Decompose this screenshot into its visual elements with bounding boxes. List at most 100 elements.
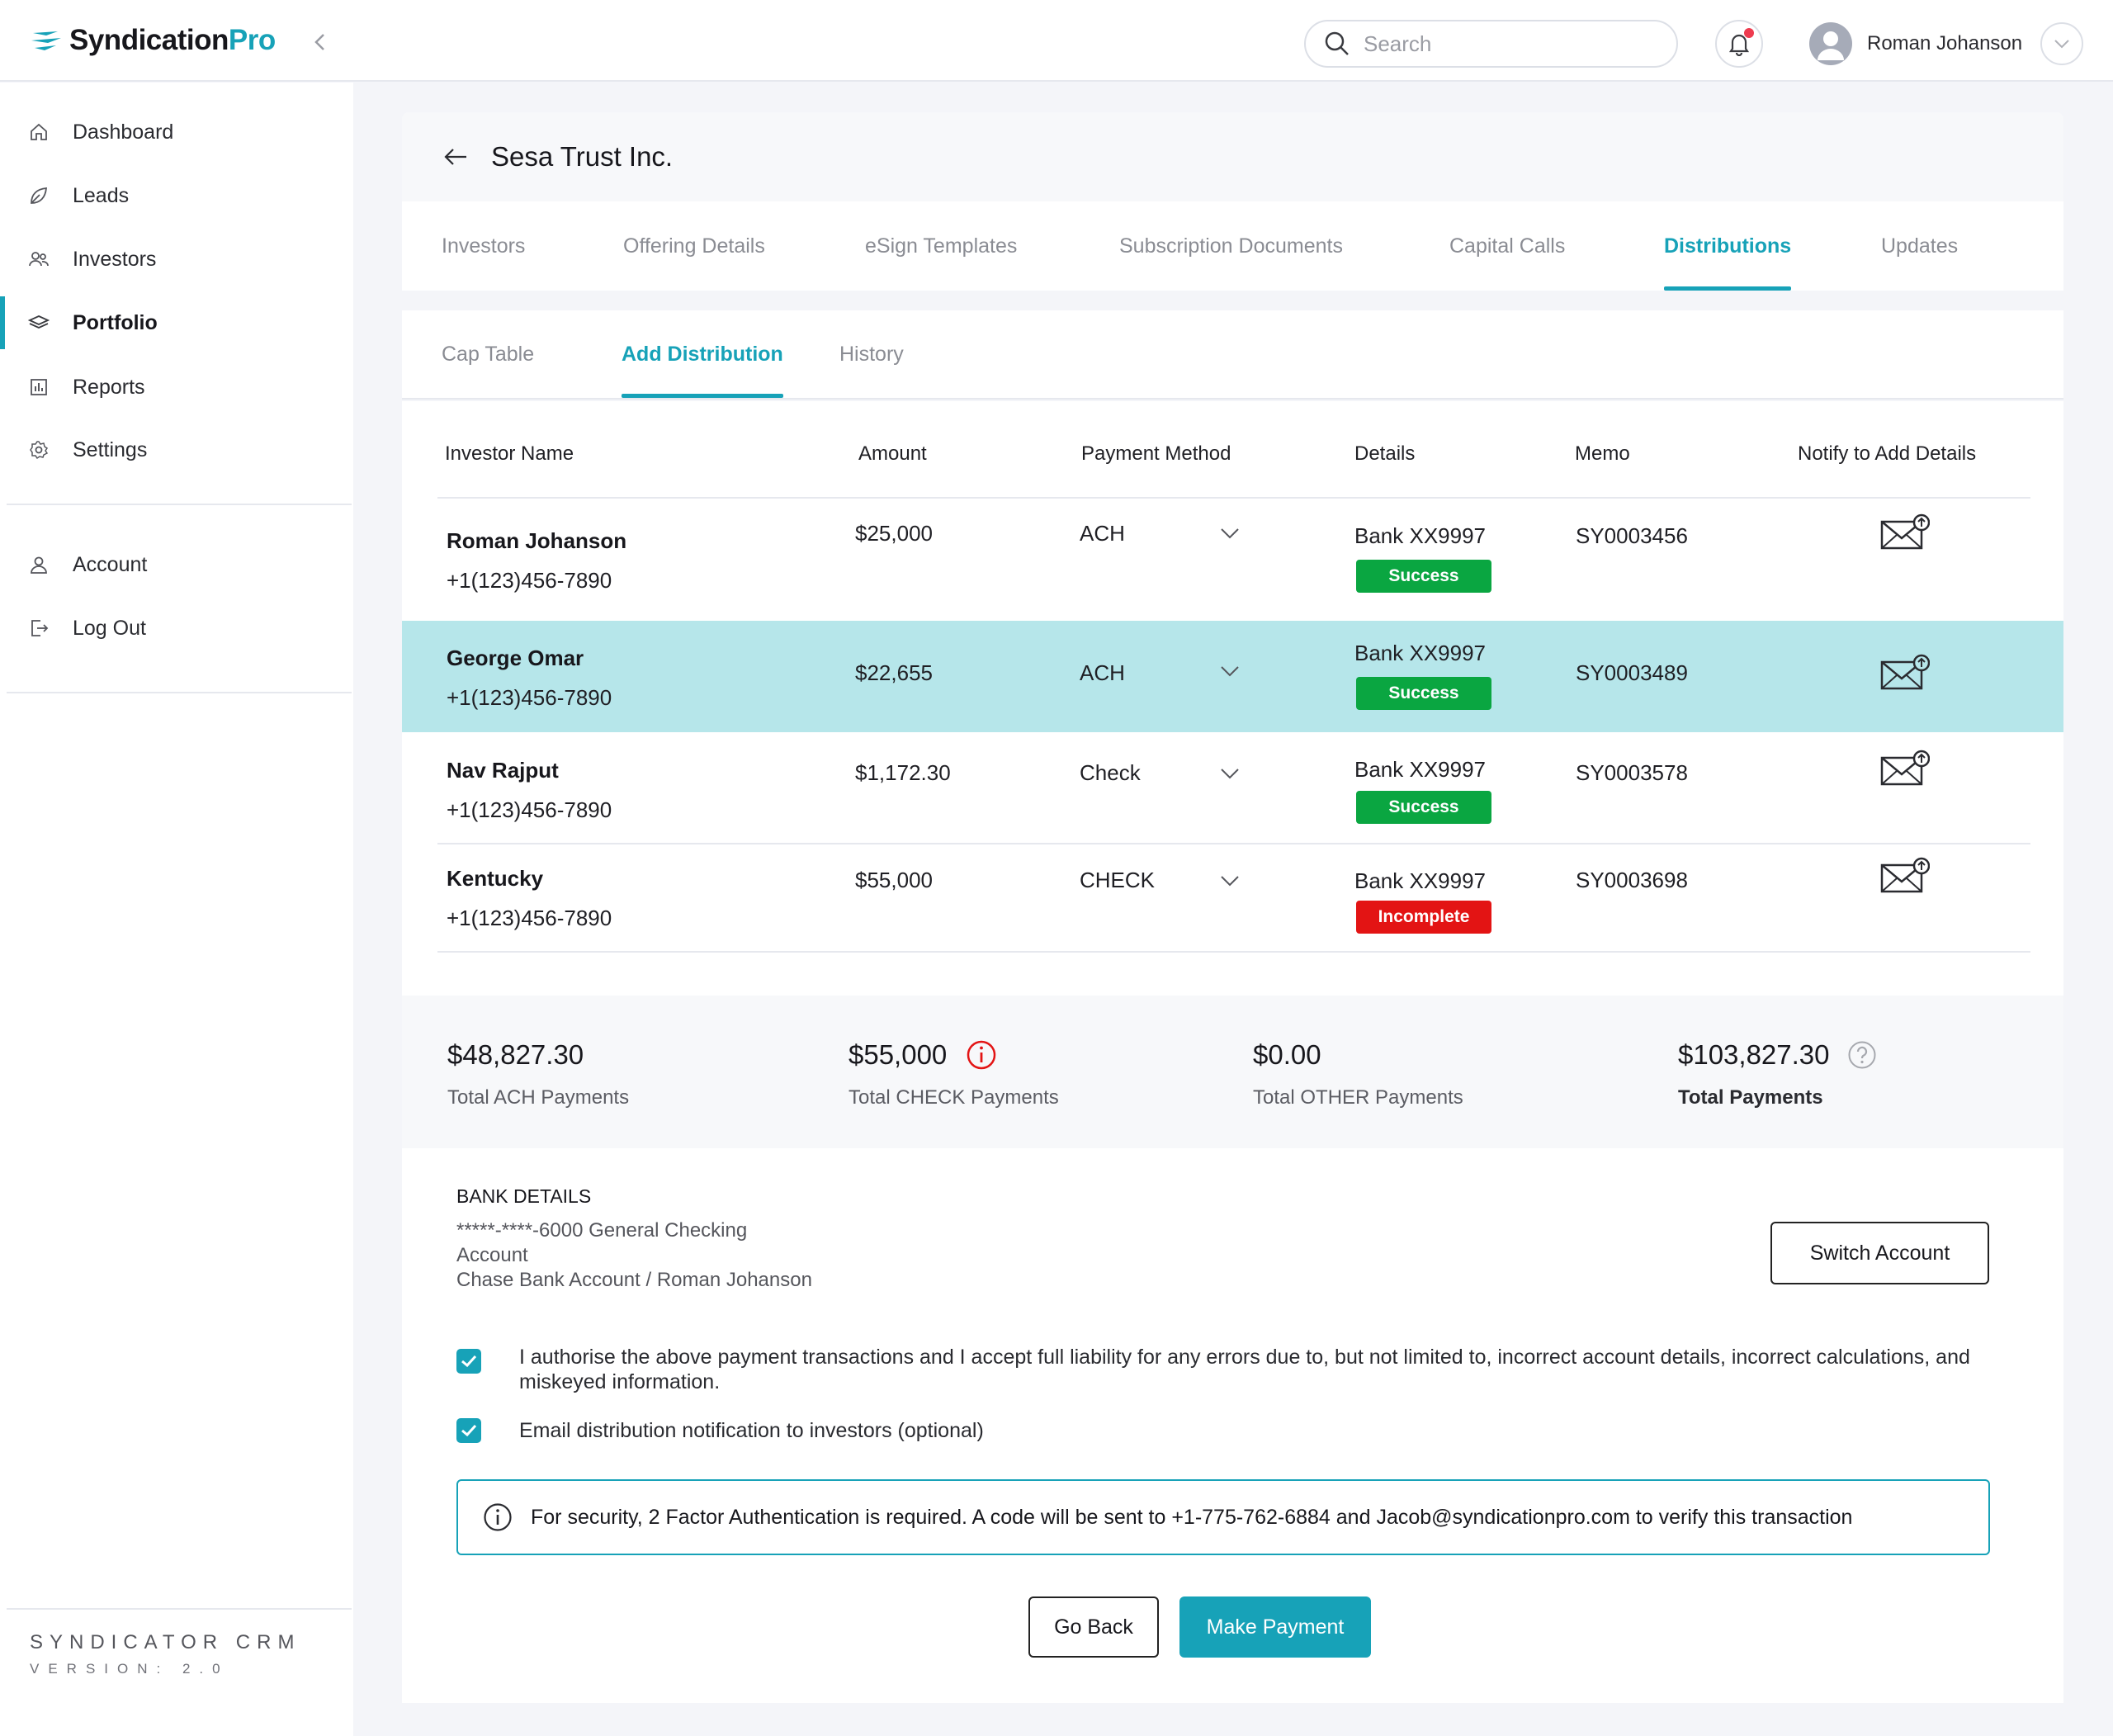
sub-tabs: Cap Table Add Distribution History xyxy=(402,310,2063,400)
investor-phone: +1(123)456-7890 xyxy=(447,906,612,930)
tab-capital-calls[interactable]: Capital Calls xyxy=(1449,234,1566,258)
tab-distributions[interactable]: Distributions xyxy=(1664,201,1792,291)
switch-account-button[interactable]: Switch Account xyxy=(1770,1222,1989,1284)
status-badge: Success xyxy=(1356,677,1491,710)
chevron-down-icon[interactable] xyxy=(1220,768,1240,779)
help-icon[interactable] xyxy=(1847,1040,1877,1070)
avatar xyxy=(1809,22,1852,65)
chevron-down-icon[interactable] xyxy=(2040,22,2084,65)
go-back-button[interactable]: Go Back xyxy=(1028,1596,1159,1658)
back-arrow-icon[interactable] xyxy=(443,147,468,167)
subtab-history[interactable]: History xyxy=(839,342,904,366)
sidebar-divider xyxy=(7,692,352,693)
sidebar-item-label: Leads xyxy=(73,183,130,207)
security-notice: For security, 2 Factor Authentication is… xyxy=(456,1479,1990,1555)
payment-totals xyxy=(402,996,2063,1148)
sidebar-item-settings[interactable]: Settings xyxy=(0,420,353,480)
tab-subscription-documents[interactable]: Subscription Documents xyxy=(1119,234,1343,258)
home-icon xyxy=(28,121,50,143)
bank-account-number: *****-****-6000 General Checking xyxy=(456,1219,748,1242)
sidebar-item-label: Account xyxy=(73,552,148,576)
amount: $1,172.30 xyxy=(855,760,951,785)
column-header-memo: Memo xyxy=(1575,442,1630,465)
payment-method-select[interactable]: CHECK xyxy=(1080,868,1156,892)
main-tabs: Investors Offering Details eSign Templat… xyxy=(402,201,2063,291)
payment-method-select[interactable]: ACH xyxy=(1080,521,1125,546)
chevron-down-icon[interactable] xyxy=(1220,665,1240,677)
page-header: Sesa Trust Inc. xyxy=(402,112,2063,201)
amount: $22,655 xyxy=(855,660,933,685)
user-name: Roman Johanson xyxy=(1867,32,2023,54)
subtab-cap-table[interactable]: Cap Table xyxy=(442,342,535,366)
chevron-down-icon[interactable] xyxy=(1220,875,1240,887)
total-other-value: $0.00 xyxy=(1253,1039,1321,1070)
sidebar: Dashboard Leads Investors Portfolio Repo… xyxy=(0,83,353,1736)
sidebar-item-portfolio[interactable]: Portfolio xyxy=(0,293,353,352)
sidebar-divider xyxy=(7,504,352,505)
total-check-value: $55,000 xyxy=(849,1039,948,1070)
bank-details: Bank XX9997 xyxy=(1354,523,1487,548)
tab-investors[interactable]: Investors xyxy=(442,234,526,258)
column-header-payment-method: Payment Method xyxy=(1081,442,1231,465)
chevron-down-icon[interactable] xyxy=(1220,527,1240,539)
notifications-button[interactable] xyxy=(1715,20,1763,68)
sidebar-item-investors[interactable]: Investors xyxy=(0,229,353,289)
email-notify-checkbox[interactable] xyxy=(456,1418,481,1443)
mail-notify-icon[interactable] xyxy=(1880,513,1930,551)
sidebar-item-label: Portfolio xyxy=(73,310,158,334)
sidebar-item-dashboard[interactable]: Dashboard xyxy=(0,102,353,162)
sidebar-item-label: Dashboard xyxy=(73,120,174,144)
memo: SY0003456 xyxy=(1576,523,1688,548)
status-badge: Incomplete xyxy=(1356,901,1491,934)
logo-icon xyxy=(31,31,61,50)
crm-version: VERSION: 2.0 xyxy=(30,1661,229,1677)
sidebar-footer-divider xyxy=(7,1608,352,1610)
total-payments-value: $103,827.30 xyxy=(1678,1039,1830,1070)
table-divider xyxy=(437,951,2030,953)
sidebar-item-leads[interactable]: Leads xyxy=(0,166,353,225)
table-divider xyxy=(437,843,2030,844)
payment-method-select[interactable]: ACH xyxy=(1080,660,1125,685)
bank-details: Bank XX9997 xyxy=(1354,757,1487,782)
search-icon xyxy=(1325,31,1349,55)
sidebar-item-reports[interactable]: Reports xyxy=(0,357,353,417)
make-payment-button[interactable]: Make Payment xyxy=(1179,1596,1371,1658)
search-input[interactable] xyxy=(1364,31,1644,57)
tab-offering-details[interactable]: Offering Details xyxy=(623,234,765,258)
memo: SY0003489 xyxy=(1576,660,1688,685)
subtab-add-distribution[interactable]: Add Distribution xyxy=(622,310,783,398)
mail-notify-icon[interactable] xyxy=(1880,750,1930,788)
user-menu[interactable]: Roman Johanson xyxy=(1809,20,2084,68)
bank-account-type: Account xyxy=(456,1244,528,1266)
mail-notify-icon[interactable] xyxy=(1880,857,1930,895)
search-box[interactable] xyxy=(1304,20,1678,68)
sidebar-footer: SYNDICATOR CRM VERSION: 2.0 xyxy=(30,1631,300,1677)
column-header-investor-name: Investor Name xyxy=(445,442,574,465)
crm-title: SYNDICATOR CRM xyxy=(30,1631,301,1653)
column-header-notify: Notify to Add Details xyxy=(1798,442,1977,465)
page-title: Sesa Trust Inc. xyxy=(491,141,674,172)
bank-details-title: BANK DETAILS xyxy=(456,1185,592,1207)
authorise-checkbox[interactable] xyxy=(456,1349,481,1374)
check-icon xyxy=(461,1424,477,1437)
sidebar-item-account[interactable]: Account xyxy=(0,535,353,594)
sidebar-item-logout[interactable]: Log Out xyxy=(0,598,353,658)
memo: SY0003698 xyxy=(1576,868,1688,892)
app-logo[interactable]: Syndication Pro xyxy=(30,21,276,59)
table-row[interactable] xyxy=(402,621,2063,732)
chart-icon xyxy=(28,376,50,398)
info-warning-icon[interactable] xyxy=(966,1039,997,1071)
payment-method-select[interactable]: Check xyxy=(1080,760,1141,785)
total-check-label: Total CHECK Payments xyxy=(849,1086,1059,1109)
amount: $55,000 xyxy=(855,868,933,892)
investor-name: George Omar xyxy=(447,646,584,670)
table-row xyxy=(402,844,2063,952)
mail-notify-icon[interactable] xyxy=(1880,654,1930,692)
table-row xyxy=(402,732,2063,843)
collapse-sidebar-icon[interactable] xyxy=(307,28,332,56)
investor-name: Kentucky xyxy=(447,866,544,891)
tab-updates[interactable]: Updates xyxy=(1881,234,1959,258)
investor-phone: +1(123)456-7890 xyxy=(447,797,612,822)
tab-esign-templates[interactable]: eSign Templates xyxy=(865,234,1018,258)
table-divider xyxy=(437,497,2030,499)
